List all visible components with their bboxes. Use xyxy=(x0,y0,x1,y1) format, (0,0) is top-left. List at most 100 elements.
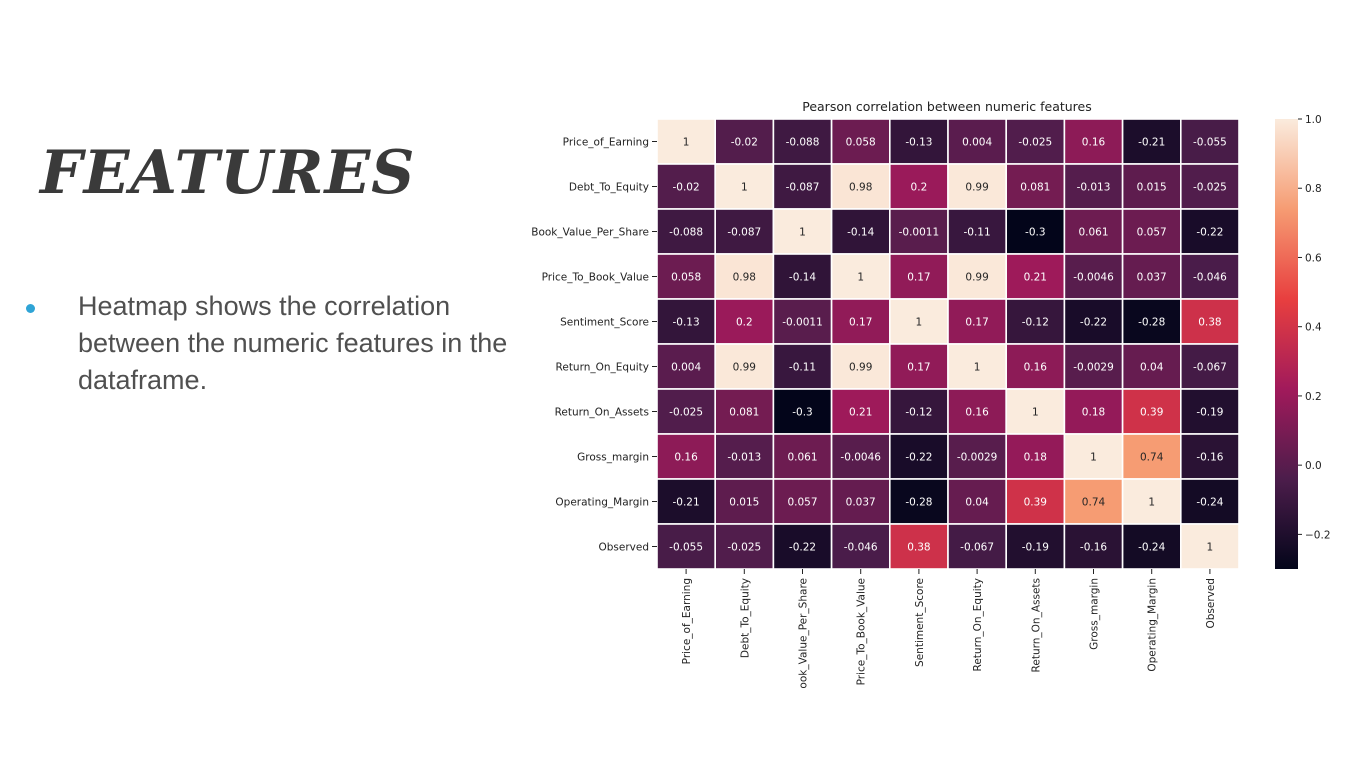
colorbar-ticks: 1.0 0.8 0.6 0.4 0.2 0.0 −0.2 xyxy=(1298,114,1331,541)
cell-value-label: -0.0011 xyxy=(782,317,823,329)
cell-value-label: 1 xyxy=(1207,542,1214,554)
y-tick-label: Return_On_Assets xyxy=(555,407,649,419)
cell-value-label: -0.025 xyxy=(1018,137,1052,149)
cell-value-label: 0.004 xyxy=(962,137,992,149)
heatmap-cell xyxy=(1063,433,1124,480)
cell-value-label: 0.38 xyxy=(1198,317,1221,329)
cell-value-label: -0.046 xyxy=(1193,272,1227,284)
x-tick-label: Debt_To_Equity xyxy=(739,578,751,658)
cell-value-label: -0.19 xyxy=(1196,407,1223,419)
cell-value-label: 0.98 xyxy=(849,182,872,194)
cell-value-label: 0.061 xyxy=(1078,227,1108,239)
heatmap-cell xyxy=(830,163,891,210)
heatmap-cell xyxy=(1063,478,1124,525)
cell-value-label: -0.02 xyxy=(731,137,758,149)
heatmap-cell xyxy=(1121,208,1182,255)
colorbar-tick-label: 0.4 xyxy=(1305,322,1322,334)
heatmap-cell xyxy=(1005,388,1066,435)
y-tick-label: Return_On_Equity xyxy=(556,362,649,374)
cell-value-label: 0.17 xyxy=(849,317,872,329)
cell-value-label: 0.99 xyxy=(733,362,756,374)
cell-value-label: -0.025 xyxy=(669,407,703,419)
cell-value-label: 0.39 xyxy=(1024,497,1047,509)
y-tick-label: Sentiment_Score xyxy=(560,317,649,329)
cell-value-label: 1 xyxy=(799,227,806,239)
heatmap-cell xyxy=(1179,118,1240,165)
cell-value-label: -0.28 xyxy=(905,497,932,509)
heatmap-cell xyxy=(1005,298,1066,345)
heatmap-cell xyxy=(1121,523,1182,570)
cell-value-label: -0.025 xyxy=(1193,182,1227,194)
cell-value-label: -0.16 xyxy=(1196,452,1223,464)
cell-value-label: -0.16 xyxy=(1080,542,1107,554)
x-tick-label: Sentiment_Score xyxy=(914,578,926,667)
heatmap-cell xyxy=(1005,253,1066,300)
heatmap-cell xyxy=(1179,163,1240,210)
heatmap-cell xyxy=(947,433,1008,480)
cell-value-label: 0.057 xyxy=(787,497,817,509)
cell-value-label: 0.16 xyxy=(674,452,698,464)
heatmap-cell xyxy=(888,343,949,390)
heatmap-cell xyxy=(1121,388,1182,435)
heatmap-cell xyxy=(830,388,891,435)
cell-value-label: -0.22 xyxy=(789,542,816,554)
heatmap-cell xyxy=(1005,208,1066,255)
cell-value-label: -0.067 xyxy=(1193,362,1227,374)
heatmap-cell xyxy=(888,433,949,480)
heatmap-cell xyxy=(656,388,717,435)
cell-value-label: -0.19 xyxy=(1022,542,1049,554)
x-tick-label: Gross_margin xyxy=(1089,578,1101,650)
cell-value-label: -0.3 xyxy=(1025,227,1046,239)
colorbar-tick-label: 0.0 xyxy=(1305,460,1322,472)
cell-value-label: -0.12 xyxy=(1022,317,1049,329)
cell-value-label: 1 xyxy=(1032,407,1039,419)
heatmap-cell xyxy=(947,298,1008,345)
heatmap-cells: 1 -0.02 -0.088 0.058 -0.13 0.004 -0.025 0.16 -0.… xyxy=(656,118,1240,570)
colorbar-tick-label: 0.2 xyxy=(1305,391,1322,403)
cell-value-label: -0.055 xyxy=(669,542,703,554)
cell-value-label: 0.04 xyxy=(1140,362,1164,374)
cell-value-label: 0.015 xyxy=(1137,182,1167,194)
cell-value-label: -0.0011 xyxy=(899,227,940,239)
x-tick-label: Price_of_Earning xyxy=(681,578,693,664)
heatmap-cell xyxy=(656,253,717,300)
cell-value-label: -0.22 xyxy=(905,452,932,464)
cell-value-label: -0.3 xyxy=(792,407,813,419)
cell-value-label: 1 xyxy=(974,362,981,374)
cell-value-label: 0.21 xyxy=(849,407,872,419)
cell-value-label: -0.24 xyxy=(1138,542,1165,554)
heatmap-cell xyxy=(888,523,949,570)
cell-value-label: 0.058 xyxy=(671,272,701,284)
cell-value-label: 0.74 xyxy=(1140,452,1164,464)
cell-value-label: -0.13 xyxy=(905,137,932,149)
heatmap-cell xyxy=(714,118,775,165)
heatmap-cell xyxy=(1121,433,1182,480)
heatmap-cell xyxy=(1179,523,1240,570)
y-tick-label: Operating_Margin xyxy=(555,497,649,509)
cell-value-label: 0.16 xyxy=(1024,362,1048,374)
cell-value-label: 0.18 xyxy=(1024,452,1047,464)
y-tick-label: Observed xyxy=(598,542,649,554)
x-tick-label: Operating_Margin xyxy=(1147,578,1159,672)
cell-value-label: -0.088 xyxy=(669,227,703,239)
heatmap-cell xyxy=(1121,478,1182,525)
heatmap-cell xyxy=(1005,523,1066,570)
colorbar-tick-label: 0.6 xyxy=(1305,252,1322,264)
colorbar-tick-label: 0.8 xyxy=(1305,183,1322,195)
y-axis-labels: Price_of_Earning Debt_To_Equity Book_Value… xyxy=(531,137,657,554)
x-tick-label: Return_On_Assets xyxy=(1030,578,1042,672)
cell-value-label: 0.015 xyxy=(729,497,759,509)
colorbar xyxy=(1275,119,1298,569)
cell-value-label: -0.12 xyxy=(905,407,932,419)
cell-value-label: 0.39 xyxy=(1140,407,1163,419)
heatmap-cell xyxy=(830,343,891,390)
slide-title: FEATURES xyxy=(40,138,416,208)
heatmap-cell xyxy=(772,208,833,255)
heatmap-cell xyxy=(1005,163,1066,210)
heatmap-cell xyxy=(1063,388,1124,435)
x-axis-labels: Price_of_Earning Debt_To_Equity ook_Value_… xyxy=(681,569,1217,689)
heatmap-cell xyxy=(1005,478,1066,525)
heatmap-cell xyxy=(947,388,1008,435)
cell-value-label: 0.057 xyxy=(1137,227,1167,239)
cell-value-label: -0.088 xyxy=(786,137,820,149)
